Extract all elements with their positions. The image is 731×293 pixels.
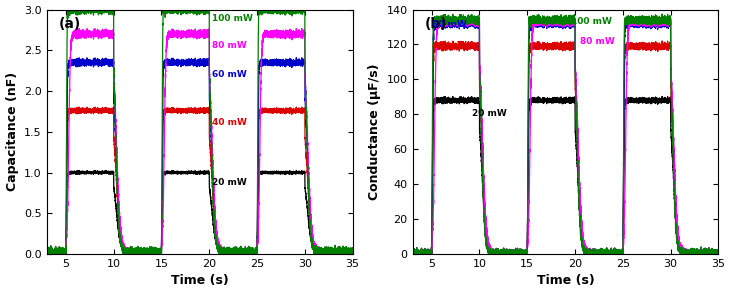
Text: 40 mW: 40 mW [212,118,247,127]
Text: 100 mW: 100 mW [571,16,612,25]
Text: 40 mW: 40 mW [432,41,467,50]
X-axis label: Time (s): Time (s) [171,275,229,287]
X-axis label: Time (s): Time (s) [537,275,594,287]
Text: (a): (a) [59,17,81,31]
Text: 60 mW: 60 mW [432,20,467,29]
Text: 20 mW: 20 mW [212,178,247,187]
Text: 20 mW: 20 mW [471,109,507,118]
Text: 100 mW: 100 mW [212,14,253,23]
Text: (b): (b) [425,17,447,31]
Y-axis label: Conductance (μF/s): Conductance (μF/s) [368,64,381,200]
Text: 80 mW: 80 mW [212,40,247,50]
Text: 80 mW: 80 mW [580,38,615,47]
Y-axis label: Capacitance (nF): Capacitance (nF) [6,72,18,191]
Text: 60 mW: 60 mW [212,70,247,79]
